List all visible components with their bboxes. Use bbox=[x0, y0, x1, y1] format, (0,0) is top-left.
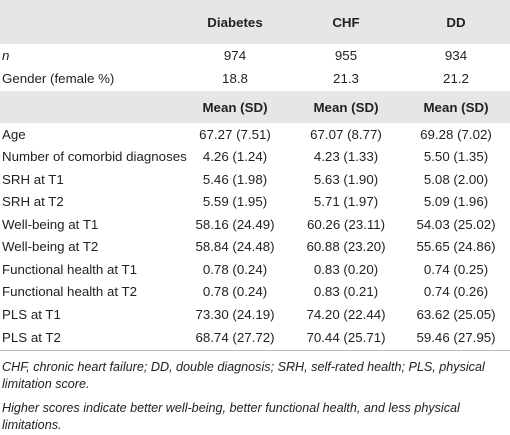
data-row: SRH at T1 5.46 (1.98) 5.63 (1.90) 5.08 (2.0… bbox=[0, 168, 510, 191]
cell: 67.07 (8.77) bbox=[310, 126, 382, 142]
cell: 70.44 (25.71) bbox=[290, 325, 400, 351]
cell: 67.27 (7.51) bbox=[199, 126, 271, 142]
subheader-row: Mean (SD) Mean (SD) Mean (SD) bbox=[0, 91, 510, 123]
cell: 63.62 (25.05) bbox=[416, 306, 496, 322]
cell: 60.88 (23.20) bbox=[306, 239, 386, 255]
cell: 5.46 (1.98) bbox=[202, 171, 268, 187]
cell: 5.71 (1.97) bbox=[313, 194, 379, 210]
cell: 0.83 (0.20) bbox=[313, 261, 379, 277]
row-label: PLS at T1 bbox=[2, 306, 61, 322]
cell: 21.3 bbox=[333, 71, 359, 86]
cell: 955 bbox=[334, 47, 358, 63]
cell: 0.78 (0.24) bbox=[202, 261, 268, 277]
cell: 5.09 (1.96) bbox=[423, 194, 489, 210]
cell: 74.20 (22.44) bbox=[306, 306, 386, 322]
data-row: Well-being at T2 58.84 (24.48) 60.88 (23.2… bbox=[0, 236, 510, 259]
row-label: Number of comorbid diagnoses bbox=[2, 149, 187, 165]
cell: 59.46 (27.95) bbox=[400, 325, 510, 351]
subheader-cell bbox=[0, 91, 178, 123]
cell: 0.83 (0.21) bbox=[313, 284, 379, 300]
cell: 0.74 (0.26) bbox=[423, 284, 489, 300]
column-header: CHF bbox=[332, 14, 360, 30]
row-label: Functional health at T1 bbox=[2, 261, 138, 277]
footnote: CHF, chronic heart failure; DD, double d… bbox=[2, 359, 485, 392]
column-header: Diabetes bbox=[207, 14, 263, 30]
subheader: Mean (SD) bbox=[423, 99, 489, 115]
summary-row: n 974 955 934 bbox=[0, 44, 510, 66]
cell: 4.26 (1.24) bbox=[202, 149, 268, 165]
data-table: Diabetes CHF DD n 974 955 934 Gender (female %)… bbox=[0, 0, 510, 351]
cell: 58.84 (24.48) bbox=[195, 239, 275, 255]
cell: 934 bbox=[444, 47, 468, 63]
row-label: n bbox=[2, 47, 10, 63]
data-row: Functional health at T2 0.78 (0.24) 0.83 (… bbox=[0, 281, 510, 304]
data-row: Well-being at T1 58.16 (24.49) 60.26 (23.1… bbox=[0, 213, 510, 236]
row-label: Functional health at T2 bbox=[2, 284, 138, 300]
row-label: Well-being at T2 bbox=[2, 239, 99, 255]
cell: 5.59 (1.95) bbox=[202, 194, 268, 210]
cell: 55.65 (24.86) bbox=[416, 239, 496, 255]
row-label: SRH at T1 bbox=[2, 171, 64, 187]
footnote: Higher scores indicate better well-being… bbox=[2, 400, 460, 433]
subheader: Mean (SD) bbox=[313, 99, 379, 115]
cell: 5.50 (1.35) bbox=[423, 149, 489, 165]
row-label: Age bbox=[2, 126, 26, 142]
cell: 5.08 (2.00) bbox=[423, 171, 489, 187]
cell: 974 bbox=[223, 47, 247, 63]
data-row: SRH at T2 5.59 (1.95) 5.71 (1.97) 5.09 (1.9… bbox=[0, 191, 510, 214]
row-label: PLS at T2 bbox=[0, 325, 178, 351]
header-row: Diabetes CHF DD bbox=[0, 0, 510, 44]
cell: 21.2 bbox=[443, 71, 469, 86]
table-body: Diabetes CHF DD n 974 955 934 Gender (female %)… bbox=[0, 0, 510, 351]
cell: 0.74 (0.25) bbox=[423, 261, 489, 277]
header-cell bbox=[0, 0, 178, 44]
cell: 5.63 (1.90) bbox=[313, 171, 379, 187]
summary-row: Gender (female %) 18.8 21.3 21.2 bbox=[0, 66, 510, 91]
row-label: SRH at T2 bbox=[2, 194, 64, 210]
cell: 58.16 (24.49) bbox=[195, 216, 275, 232]
cell: 18.8 bbox=[222, 71, 248, 86]
cell: 73.30 (24.19) bbox=[195, 306, 275, 322]
cell: 68.74 (27.72) bbox=[178, 325, 290, 351]
cell: 60.26 (23.11) bbox=[306, 216, 386, 232]
footnotes: CHF, chronic heart failure; DD, double d… bbox=[0, 351, 510, 435]
row-label: Well-being at T1 bbox=[2, 216, 99, 232]
cell: 69.28 (7.02) bbox=[420, 126, 492, 142]
data-row: Age 67.27 (7.51) 67.07 (8.77) 69.28 (7.02) bbox=[0, 123, 510, 146]
data-row: Number of comorbid diagnoses 4.26 (1.24) 4… bbox=[0, 146, 510, 169]
cell: 4.23 (1.33) bbox=[313, 149, 379, 165]
column-header: DD bbox=[446, 14, 466, 30]
data-row: Functional health at T1 0.78 (0.24) 0.83 (… bbox=[0, 258, 510, 281]
data-row: PLS at T2 68.74 (27.72) 70.44 (25.71) 59.46… bbox=[0, 325, 510, 351]
cell: 0.78 (0.24) bbox=[202, 284, 268, 300]
row-label: Gender (female %) bbox=[2, 71, 115, 86]
subheader: Mean (SD) bbox=[202, 99, 268, 115]
data-row: PLS at T1 73.30 (24.19) 74.20 (22.44) 63.62… bbox=[0, 303, 510, 326]
cell: 54.03 (25.02) bbox=[416, 216, 496, 232]
